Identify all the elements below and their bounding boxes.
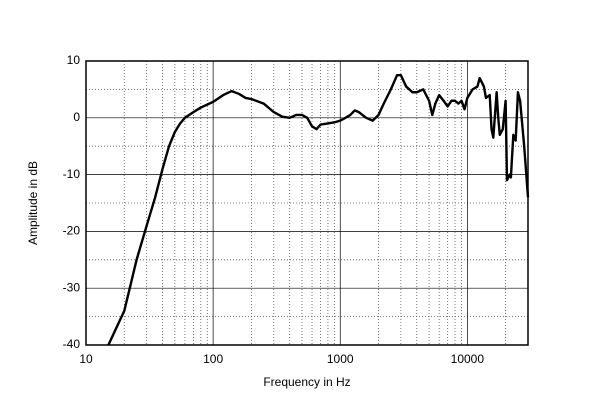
x-tick-label: 10 [79, 352, 93, 366]
x-tick-label: 100 [203, 352, 223, 366]
x-tick-label: 1000 [327, 352, 354, 366]
y-tick-label: -30 [63, 280, 81, 294]
y-tick-label: -40 [63, 337, 81, 351]
plot-frame [85, 60, 529, 346]
y-tick-label: -10 [63, 167, 81, 181]
y-tick-label: 0 [73, 110, 80, 124]
y-tick-label: 10 [67, 53, 81, 67]
x-tick-label: 10000 [451, 352, 485, 366]
x-axis-label: Frequency in Hz [263, 375, 350, 389]
y-tick-label: -20 [63, 224, 81, 238]
y-axis-label: Amplitude in dB [26, 161, 40, 245]
series-line [107, 74, 530, 346]
